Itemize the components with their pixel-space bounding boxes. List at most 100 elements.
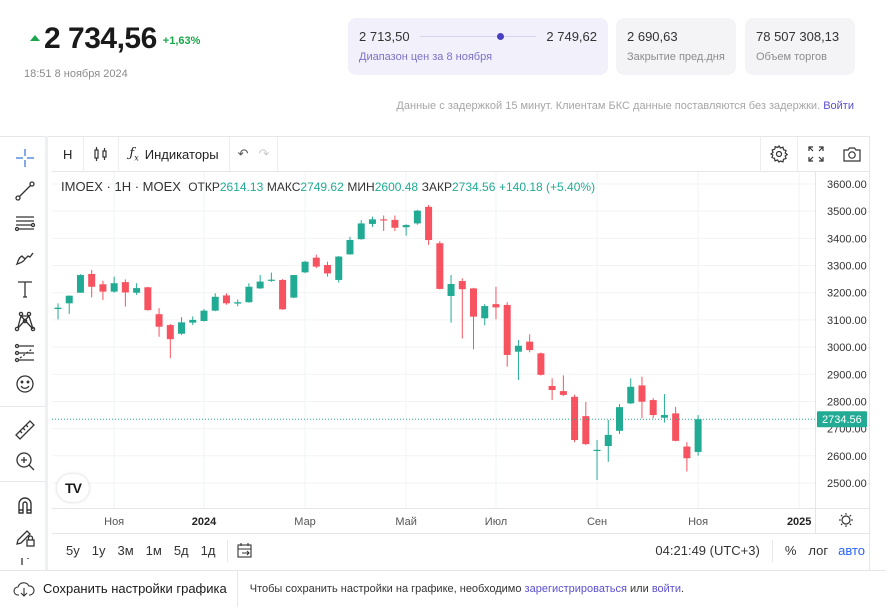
candle-body: [301, 261, 309, 273]
candle-body: [211, 296, 219, 311]
interval-button[interactable]: Н: [52, 136, 85, 172]
candle-body: [234, 302, 242, 304]
candle-body: [627, 386, 635, 404]
candle-body: [279, 279, 287, 310]
go-to-date-icon[interactable]: [236, 542, 254, 560]
high-label: МАКС: [266, 180, 301, 194]
candle-body: [492, 304, 500, 308]
change-percent: +1,63%: [162, 35, 201, 47]
sun-ray: [840, 523, 843, 526]
brush-icon[interactable]: [13, 244, 37, 268]
range-1d[interactable]: 1д: [200, 543, 216, 558]
ruler-icon[interactable]: [13, 418, 37, 442]
login-link[interactable]: Войти: [823, 100, 854, 112]
range-1y[interactable]: 1y: [91, 543, 106, 558]
auto-toggle[interactable]: авто: [838, 543, 865, 558]
text-icon[interactable]: [13, 277, 37, 301]
candle-body: [110, 283, 118, 292]
volume-value: 78 507 308,13: [756, 29, 840, 44]
settings-button[interactable]: [760, 136, 798, 172]
emoji-icon[interactable]: [13, 372, 37, 396]
range-1m[interactable]: 1м: [145, 543, 162, 558]
open-value: 2614.13: [219, 180, 264, 194]
screenshot-button[interactable]: [834, 137, 870, 172]
x-tick-label: 2025: [787, 516, 811, 528]
trend-line-icon[interactable]: [13, 179, 37, 203]
save-settings-button[interactable]: Сохранить настройки графика: [0, 570, 238, 607]
range-5d[interactable]: 5д: [173, 543, 189, 558]
candle-body: [458, 281, 466, 290]
horizontal-lines-icon[interactable]: [13, 211, 37, 235]
open-label: ОТКР: [188, 180, 220, 194]
prev-close-value: 2 690,63: [627, 29, 678, 44]
candle: [200, 309, 208, 322]
magnet-icon[interactable]: [13, 493, 37, 517]
log-toggle[interactable]: лог: [808, 543, 829, 558]
candle: [166, 323, 174, 359]
tradingview-logo[interactable]: TV: [57, 474, 89, 502]
candle: [99, 280, 107, 301]
pattern-icon[interactable]: [13, 309, 37, 333]
camera-icon: [843, 147, 861, 162]
candle-body: [649, 400, 657, 416]
current-price: 2 734,56: [44, 22, 157, 55]
indicators-button[interactable]: ƒx Индикаторы: [119, 136, 230, 172]
candle: [627, 378, 635, 405]
time-axis-settings-icon[interactable]: [839, 513, 853, 527]
candle-body: [391, 219, 399, 228]
footer-login-link[interactable]: войти: [651, 582, 681, 595]
range-5y[interactable]: 5y: [66, 543, 80, 558]
candle: [436, 241, 444, 290]
candle-body: [155, 314, 163, 327]
more-tools-icon[interactable]: [13, 558, 37, 570]
candle: [121, 279, 129, 307]
last-price-label: 2734.56: [822, 414, 862, 426]
save-note: Чтобы сохранить настройки на графике, не…: [238, 583, 684, 595]
register-link[interactable]: зарегистрироваться: [524, 582, 627, 595]
fib-tool-icon[interactable]: [13, 341, 37, 365]
candle: [447, 275, 455, 323]
note-text: Чтобы сохранить настройки на графике, не…: [249, 582, 522, 595]
zoom-in-icon[interactable]: [13, 449, 37, 473]
candle: [649, 398, 657, 419]
candle-body: [222, 295, 230, 304]
candle: [189, 316, 197, 326]
candle: [346, 236, 354, 255]
y-tick-label: 3500.00: [827, 206, 867, 218]
crosshair-icon[interactable]: [13, 146, 37, 170]
exchange: MOEX: [142, 179, 181, 194]
clock-time[interactable]: 04:21:49 (UTC+3): [655, 543, 760, 558]
undo-icon[interactable]: ↶: [237, 146, 249, 161]
range-3m[interactable]: 3м: [117, 543, 134, 558]
candle: [357, 220, 365, 240]
candle-body: [346, 239, 354, 255]
candle: [660, 394, 668, 423]
chart-type-button[interactable]: [84, 136, 120, 172]
candle-body: [312, 257, 320, 267]
candle-body: [503, 304, 511, 355]
candle: [492, 286, 500, 320]
candle: [301, 260, 309, 274]
lock-drawings-icon[interactable]: [13, 525, 37, 549]
low-value: 2600.48: [374, 180, 419, 194]
candle: [458, 278, 466, 339]
candle: [582, 401, 590, 445]
fullscreen-button[interactable]: [798, 137, 834, 172]
candle: [54, 303, 62, 320]
candle: [110, 276, 118, 293]
percent-toggle[interactable]: %: [784, 543, 797, 558]
candle: [368, 216, 376, 227]
undo-redo: ↶ ↷: [230, 136, 279, 172]
candle: [514, 340, 522, 380]
delay-text: Данные с задержкой 15 минут. Клиентам БК…: [396, 100, 821, 112]
candle-body: [267, 279, 275, 281]
redo-icon[interactable]: ↷: [258, 146, 270, 161]
close-label: ЗАКР: [421, 180, 452, 194]
candle: [88, 269, 96, 298]
prev-close-card: 2 690,63 Закрытие пред.дня: [616, 18, 736, 75]
x-tick-label: Июл: [485, 516, 507, 528]
x-tick-label: Ноя: [688, 516, 708, 528]
candle-body: [88, 273, 96, 287]
candle-body: [368, 219, 376, 224]
price-chart[interactable]: 3600.00 3500.00 3400.00 3300.00 3200.00 3100.…: [52, 172, 870, 533]
